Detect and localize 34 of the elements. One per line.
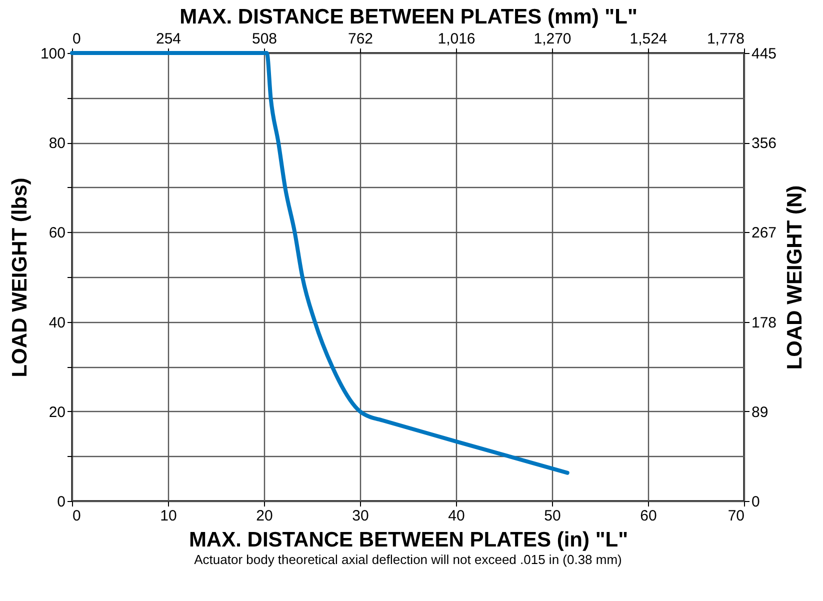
x-tick-label: 60	[640, 508, 657, 524]
x-tick-label: 20	[256, 508, 273, 524]
x2-tick-label: 1,270	[534, 30, 572, 48]
y-tick-label: 40	[48, 314, 66, 332]
y-tick-label: 0	[57, 494, 66, 510]
x2-tick-label: 508	[252, 30, 278, 48]
y-tick-label: 20	[48, 404, 66, 421]
x-tick-label: 10	[160, 508, 177, 524]
x2-tick-label: 1,016	[438, 30, 476, 48]
y2-tick-label: 445	[752, 46, 777, 62]
x2-tick-label: 254	[156, 30, 182, 48]
x-tick-label: 70	[728, 508, 744, 524]
y2-axis-title: LOAD WEIGHT (N)	[784, 185, 807, 370]
y-tick-label: 60	[48, 224, 66, 242]
y2-tick-label: 178	[752, 314, 777, 332]
y2-tick-label: 267	[752, 224, 777, 242]
x2-tick-label: 1,524	[630, 30, 668, 48]
x-axis-title: MAX. DISTANCE BETWEEN PLATES (in) "L"	[188, 528, 628, 552]
x2-axis-title: MAX. DISTANCE BETWEEN PLATES (mm) "L"	[180, 6, 638, 28]
x-tick-label: 50	[544, 508, 561, 524]
y-tick-label: 100	[40, 46, 66, 62]
x-tick-label: 40	[448, 508, 465, 524]
x-tick-label: 30	[352, 508, 369, 524]
x-tick-label: 0	[72, 508, 81, 524]
y2-tick-label: 89	[752, 404, 768, 421]
x2-tick-label: 1,778	[706, 30, 744, 48]
y-tick-label: 80	[48, 135, 66, 152]
x2-tick-label: 762	[348, 30, 374, 48]
y2-tick-label: 356	[752, 135, 777, 152]
y-axis-title: LOAD WEIGHT (lbs)	[8, 178, 32, 378]
x2-tick-label: 0	[72, 30, 81, 48]
y2-tick-label: 0	[752, 494, 760, 510]
text: Actuator body theoretical axial deflection will not exceed .015 in (0.38 mm)	[194, 552, 622, 567]
line-series	[70, 51, 570, 475]
